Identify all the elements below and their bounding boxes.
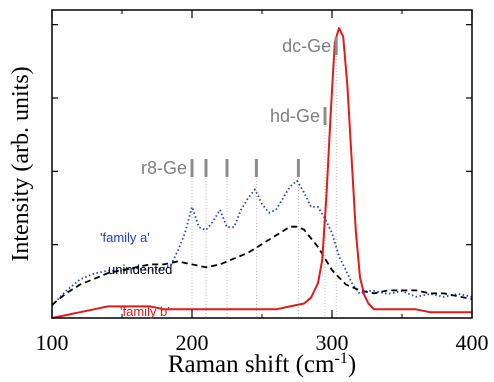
x-axis-label-main: Raman shift (cm: [168, 351, 335, 378]
series-label: unindented: [108, 262, 172, 277]
x-tick-label: 300: [316, 330, 349, 355]
phase-markers: r8-Ge hd-Ge dc-Ge: [141, 36, 338, 178]
series-label: 'family a': [100, 230, 150, 245]
phase-guide-lines: [191, 56, 337, 318]
series-labels: 'family a' unindented 'family b': [100, 230, 172, 319]
axis-ticks: 100 200 300 400: [36, 10, 489, 355]
series-label: 'family b': [120, 304, 170, 319]
series-unindented-line: [51, 225, 473, 306]
x-tick-label: 100: [36, 330, 69, 355]
phase-marker-label: hd-Ge: [270, 106, 320, 126]
series-family-a-line: [51, 179, 473, 307]
series-family-b-line: [51, 27, 472, 319]
x-tick-label: 200: [176, 330, 209, 355]
y-axis-label: Intensity (arb. units): [8, 66, 34, 261]
series-layer: [51, 27, 473, 319]
phase-marker-label: dc-Ge: [282, 36, 331, 56]
x-axis-label-close: ): [348, 351, 356, 378]
phase-marker-label: r8-Ge: [141, 158, 187, 178]
x-tick-label: 400: [456, 330, 489, 355]
x-axis-label: Raman shift (cm-1): [168, 350, 356, 378]
x-axis-label-superscript: -1: [334, 350, 347, 367]
